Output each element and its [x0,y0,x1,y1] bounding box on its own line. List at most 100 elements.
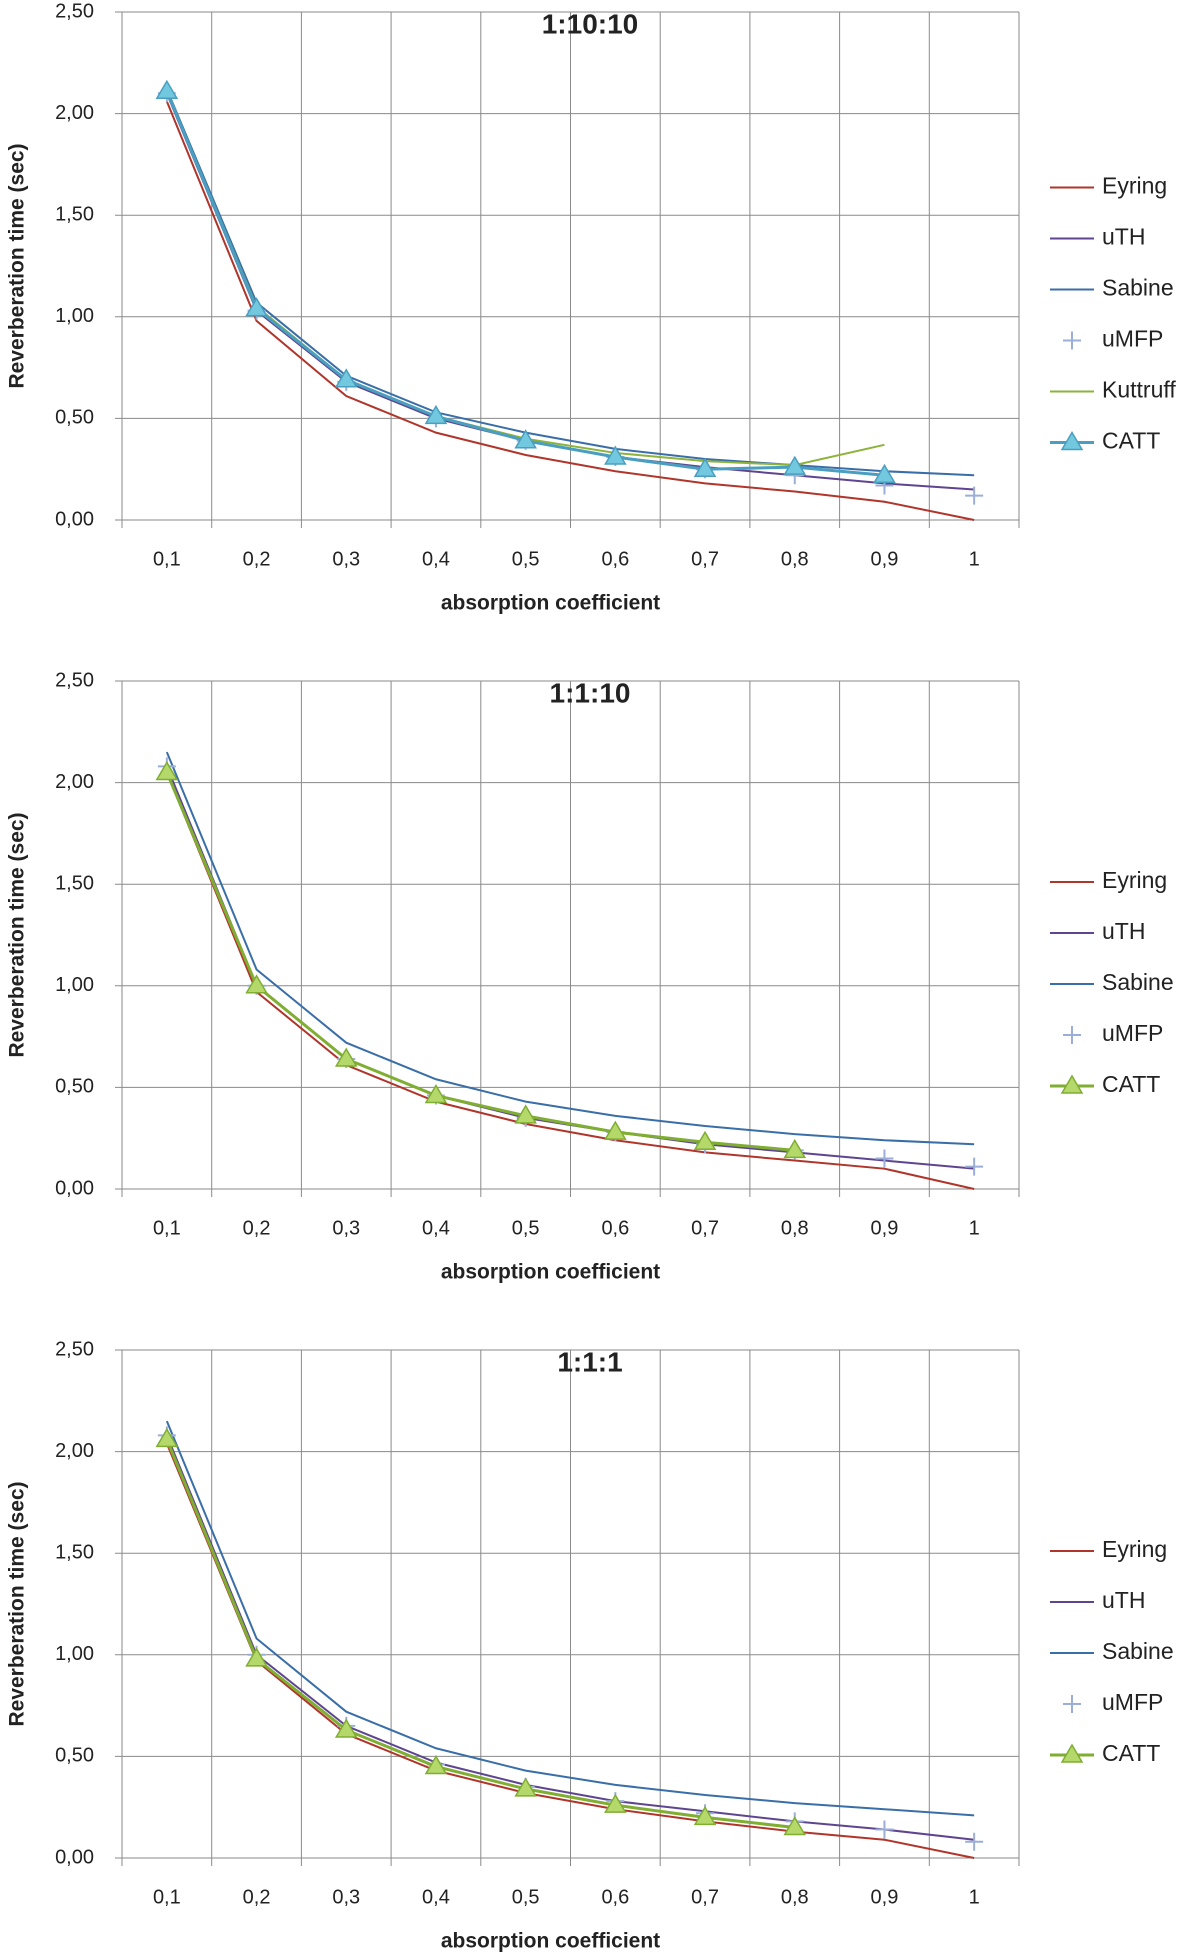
legend-label: CATT [1102,1071,1160,1097]
y-tick-label: 2,00 [55,102,94,124]
marker [424,1755,448,1775]
marker [965,486,984,505]
legend-label: uMFP [1102,326,1163,352]
series-line [165,1434,975,1841]
x-tick-label: 1 [969,1217,980,1239]
marker [965,1157,984,1176]
marker [873,463,896,484]
x-tick-label: 0,8 [781,548,809,570]
legend-label: uTH [1102,224,1145,250]
legend-label: Sabine [1102,1638,1174,1664]
legend-label: uTH [1102,918,1145,944]
y-tick-label: 0,50 [55,407,94,429]
title: 1:1:1 [557,1346,622,1377]
marker [155,79,179,99]
marker [424,1084,448,1104]
x-tick-label: 0,2 [243,1886,271,1908]
x-tick-label: 0,8 [781,1217,809,1239]
x-tick-label: 0,5 [512,548,540,570]
marker [875,1149,894,1168]
x-tick-label: 0,6 [601,548,629,570]
series-line [165,1420,975,1817]
y-tick-label: 1,00 [55,1643,94,1665]
legend-label: uMFP [1102,1020,1163,1046]
series-line [165,1443,975,1859]
x-tick-label: 0,3 [332,548,360,570]
y-tick-label: 0,00 [55,1177,94,1199]
x-tick-label: 0,2 [243,1217,271,1239]
y-tick-label: 2,00 [55,771,94,793]
series-line [165,751,975,1146]
legend-label: Eyring [1102,173,1167,199]
chart: 0,00 0,50 1,00 1,50 2,00 2,50 0,1 0,2 0,3 0,4 0,5 0… [6,669,1174,1283]
y-tick-label: 1,50 [55,203,94,225]
legend-label: Eyring [1102,867,1167,893]
y-axis-label: Reverberation time (sec) [6,812,29,1057]
marker [334,1718,358,1738]
legend-label: Kuttruff [1102,377,1176,403]
y-tick-label: 0,00 [55,508,94,530]
y-tick-label: 2,50 [55,1338,94,1360]
x-axis-label: absorption coefficient [441,1261,660,1284]
chart: 0,00 0,50 1,00 1,50 2,00 2,50 0,1 0,2 0,3 0,4 0,5 0… [6,1338,1174,1952]
marker [514,429,537,449]
x-tick-label: 0,4 [422,1886,450,1908]
marker [245,974,268,994]
x-axis-label: absorption coefficient [441,592,660,615]
legend-marker [1060,431,1084,451]
marker [604,445,627,465]
legend-marker [1063,331,1081,350]
marker [875,1820,894,1839]
series-line [165,771,795,1152]
title: 1:1:10 [550,677,631,708]
marker [514,1777,537,1797]
x-tick-label: 0,2 [243,548,271,570]
y-tick-label: 1,00 [55,305,94,327]
y-tick-label: 1,00 [55,974,94,996]
marker [693,1805,717,1826]
marker [424,404,448,425]
legend-label: CATT [1102,428,1160,454]
x-tick-label: 0,3 [332,1886,360,1908]
series-line [165,772,975,1190]
marker [693,1130,717,1151]
marker [245,297,268,317]
x-tick-label: 0,1 [153,548,181,570]
legend-marker [1063,1695,1081,1713]
x-tick-label: 0,6 [601,1886,629,1908]
legend-label: CATT [1102,1740,1160,1766]
series-line [165,101,975,521]
legend-label: Sabine [1102,969,1174,995]
marker [693,457,717,477]
y-tick-label: 2,50 [55,0,94,22]
y-tick-label: 0,50 [55,1745,94,1767]
legend-marker [1060,1743,1084,1763]
y-tick-label: 1,50 [55,872,94,894]
y-tick-label: 0,50 [55,1076,94,1098]
x-tick-label: 0,3 [332,1217,360,1239]
y-axis-label: Reverberation time (sec) [6,143,29,388]
y-tick-label: 2,00 [55,1440,94,1462]
legend-marker [1060,1074,1084,1094]
legend-label: uTH [1102,1587,1145,1613]
x-tick-label: 0,6 [601,1217,629,1239]
marker [604,1793,627,1813]
x-tick-label: 0,4 [422,1217,450,1239]
title: 1:10:10 [542,8,639,39]
x-tick-label: 0,9 [871,1217,899,1239]
x-tick-label: 1 [969,548,980,570]
series-line [165,1438,795,1830]
marker [155,760,179,781]
legend-label: Sabine [1102,275,1174,301]
x-tick-label: 0,7 [691,1886,719,1908]
chart: 0,00 0,50 1,00 1,50 2,00 2,50 0,1 0,2 0,3 0,4 0,5 0… [6,0,1177,614]
marker [155,1427,179,1448]
y-tick-label: 1,50 [55,1541,94,1563]
marker [245,1647,268,1667]
marker [783,455,807,475]
marker [965,1832,984,1851]
x-tick-label: 0,1 [153,1886,181,1908]
marker [604,1120,627,1140]
x-tick-label: 0,1 [153,1217,181,1239]
